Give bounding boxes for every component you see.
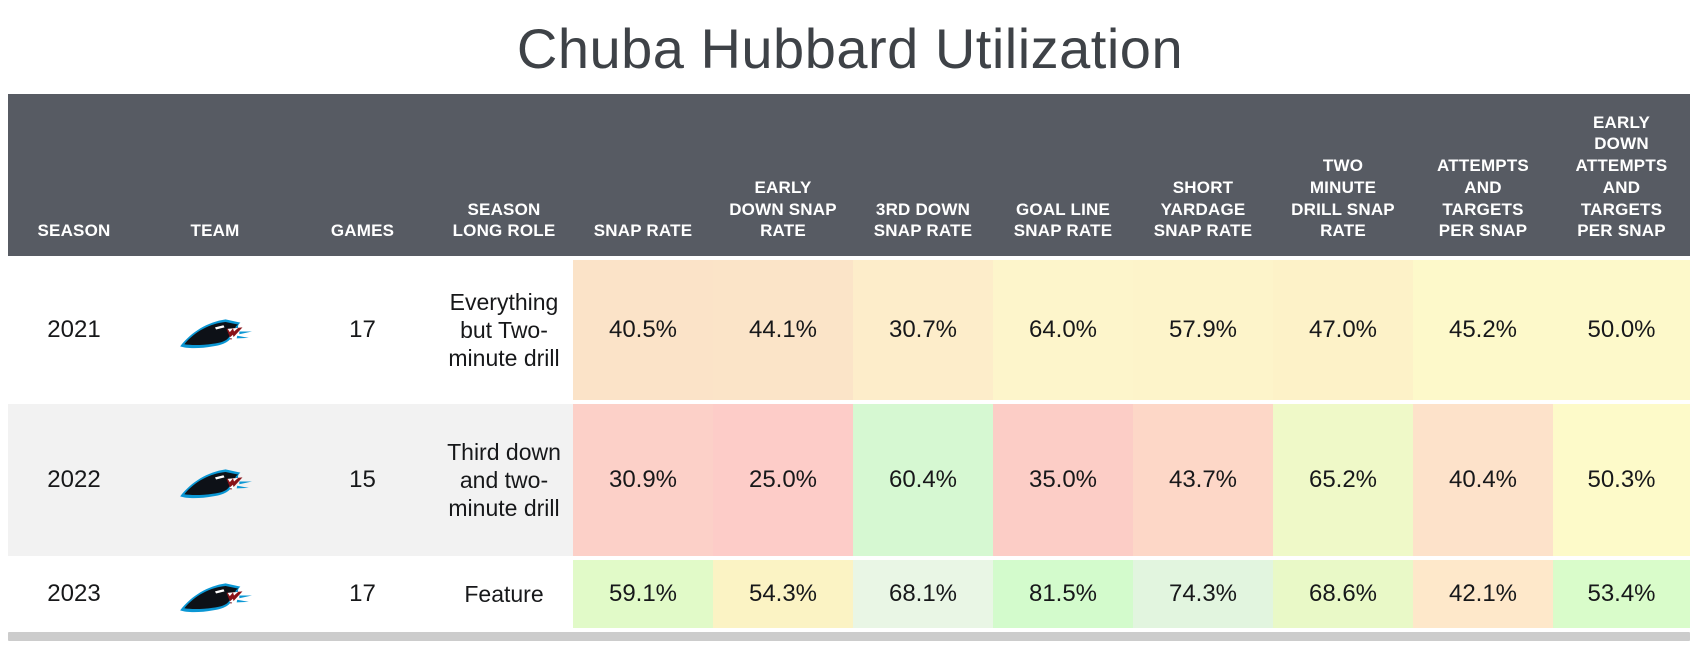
role-cell: Everything but Two-minute drill	[435, 260, 573, 404]
col-header-team: TEAM	[140, 94, 290, 260]
col-header-early-down-snap-rate: EARLY DOWN SNAP RATE	[713, 94, 853, 260]
season-cell: 2022	[8, 404, 140, 560]
table-row: 2021 17 Everything but Two-minute drill …	[8, 260, 1690, 404]
page-title: Chuba Hubbard Utilization	[516, 17, 1184, 80]
games-cell: 17	[290, 560, 435, 632]
metric-cell: 47.0%	[1273, 260, 1413, 404]
games-cell: 17	[290, 260, 435, 404]
panthers-logo	[180, 582, 252, 612]
col-header-short-yardage-snap-rate: SHORT YARDAGE SNAP RATE	[1133, 94, 1273, 260]
metric-cell: 40.5%	[573, 260, 713, 404]
metric-cell: 65.2%	[1273, 404, 1413, 560]
season-cell: 2023	[8, 560, 140, 632]
team-cell	[140, 560, 290, 632]
metric-cell: 68.1%	[853, 560, 993, 632]
table-header-row: SEASON TEAM GAMES SEASON LONG ROLE SNAP …	[8, 94, 1690, 260]
col-header-3rd-down-snap-rate: 3RD DOWN SNAP RATE	[853, 94, 993, 260]
role-cell: Feature	[435, 560, 573, 632]
table-row: 2022 15 Third down and two-minute drill …	[8, 404, 1690, 560]
panthers-logo	[180, 318, 252, 348]
col-header-games: GAMES	[290, 94, 435, 260]
metric-cell: 50.0%	[1553, 260, 1690, 404]
metric-cell: 60.4%	[853, 404, 993, 560]
metric-cell: 53.4%	[1553, 560, 1690, 632]
metric-cell: 30.7%	[853, 260, 993, 404]
team-cell	[140, 260, 290, 404]
panthers-logo	[180, 468, 252, 498]
games-cell: 15	[290, 404, 435, 560]
table-row: 2023 17 Feature 59.1% 54.3% 68.1%	[8, 560, 1690, 632]
metric-cell: 57.9%	[1133, 260, 1273, 404]
col-header-season-long-role: SEASON LONG ROLE	[435, 94, 573, 260]
metric-cell: 42.1%	[1413, 560, 1553, 632]
metric-cell: 59.1%	[573, 560, 713, 632]
utilization-table: SEASON TEAM GAMES SEASON LONG ROLE SNAP …	[8, 94, 1690, 632]
metric-cell: 68.6%	[1273, 560, 1413, 632]
metric-cell: 43.7%	[1133, 404, 1273, 560]
metric-cell: 40.4%	[1413, 404, 1553, 560]
metric-cell: 25.0%	[713, 404, 853, 560]
metric-cell: 64.0%	[993, 260, 1133, 404]
role-cell: Third down and two-minute drill	[435, 404, 573, 560]
col-header-attempts-and-targets-per-snap: ATTEMPTS AND TARGETS PER SNAP	[1413, 94, 1553, 260]
col-header-season: SEASON	[8, 94, 140, 260]
season-cell: 2021	[8, 260, 140, 404]
col-header-two-minute-drill-snap-rate: TWO MINUTE DRILL SNAP RATE	[1273, 94, 1413, 260]
metric-cell: 54.3%	[713, 560, 853, 632]
horizontal-scrollbar[interactable]	[8, 632, 1690, 641]
col-header-goal-line-snap-rate: GOAL LINE SNAP RATE	[993, 94, 1133, 260]
metric-cell: 30.9%	[573, 404, 713, 560]
metric-cell: 44.1%	[713, 260, 853, 404]
metric-cell: 50.3%	[1553, 404, 1690, 560]
team-cell	[140, 404, 290, 560]
metric-cell: 35.0%	[993, 404, 1133, 560]
col-header-early-down-attempts-and-targets-per-snap: EARLY DOWN ATTEMPTS AND TARGETS PER SNAP	[1553, 94, 1690, 260]
col-header-snap-rate: SNAP RATE	[573, 94, 713, 260]
metric-cell: 81.5%	[993, 560, 1133, 632]
metric-cell: 74.3%	[1133, 560, 1273, 632]
metric-cell: 45.2%	[1413, 260, 1553, 404]
